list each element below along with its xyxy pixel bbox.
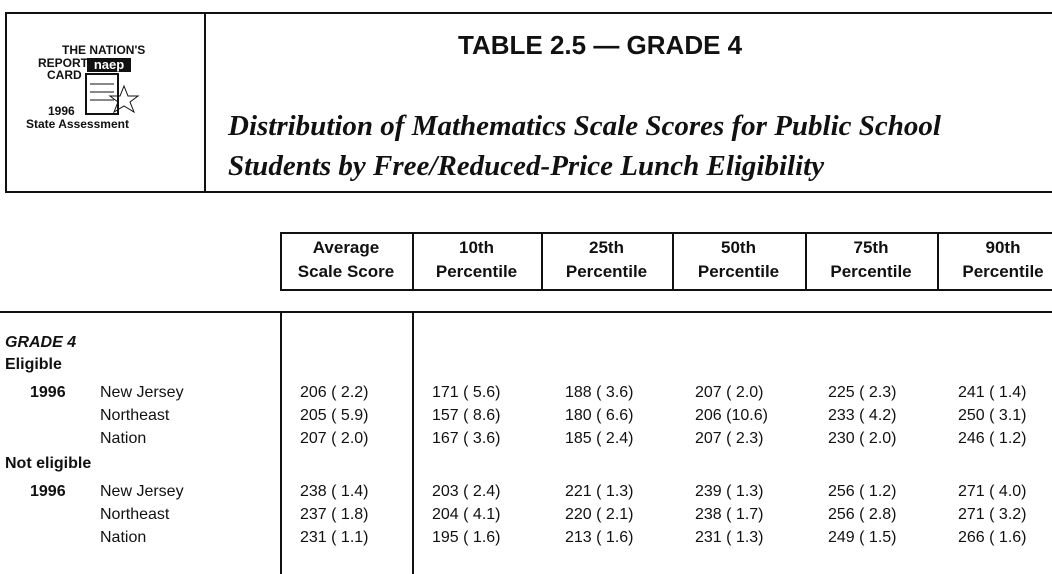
cell: 237 ( 1.8) xyxy=(300,506,369,523)
cell: 207 ( 2.0) xyxy=(300,430,369,447)
column-rule xyxy=(937,232,939,291)
cell: 225 ( 2.3) xyxy=(828,384,897,401)
column-rule xyxy=(280,232,282,291)
cell: 241 ( 1.4) xyxy=(958,384,1027,401)
column-rule xyxy=(672,232,674,291)
cell: 250 ( 3.1) xyxy=(958,407,1027,424)
column-header: Average xyxy=(312,238,380,257)
cell: 249 ( 1.5) xyxy=(828,529,897,546)
row-label: New Jersey xyxy=(100,483,184,500)
cell: 231 ( 1.1) xyxy=(300,529,369,546)
cell: 195 ( 1.6) xyxy=(432,529,501,546)
column-header: 10th xyxy=(459,238,494,257)
group-label: Not eligible xyxy=(5,455,92,472)
cell: 205 ( 5.9) xyxy=(300,407,369,424)
cell: 246 ( 1.2) xyxy=(958,430,1027,447)
cell: 230 ( 2.0) xyxy=(828,430,897,447)
cell: 185 ( 2.4) xyxy=(565,430,634,447)
cell: 206 ( 2.2) xyxy=(300,384,369,401)
logo-text: CARD xyxy=(47,68,82,82)
column-header: Percentile xyxy=(435,262,518,281)
column-rule xyxy=(541,232,543,291)
subtitle: Students by Free/Reduced-Price Lunch Eli… xyxy=(228,150,825,182)
column-rule xyxy=(805,232,807,291)
cell: 180 ( 6.6) xyxy=(565,407,634,424)
cell: 167 ( 3.6) xyxy=(432,430,501,447)
cell: 271 ( 4.0) xyxy=(958,483,1027,500)
logo-icon xyxy=(85,73,140,115)
cell: 204 ( 4.1) xyxy=(432,506,501,523)
column-header: Percentile xyxy=(962,262,1044,281)
header-top xyxy=(280,232,1052,234)
column-header: 90th xyxy=(985,238,1021,257)
logo-text: 1996 xyxy=(48,104,75,118)
section-label: GRADE 4 xyxy=(5,334,77,351)
cell: 238 ( 1.7) xyxy=(695,506,764,523)
cell: 213 ( 1.6) xyxy=(565,529,634,546)
body-divider xyxy=(412,311,414,574)
cell: 171 ( 5.6) xyxy=(432,384,501,401)
body-top xyxy=(0,311,1052,313)
cell: 231 ( 1.3) xyxy=(695,529,764,546)
logo-text: REPORT xyxy=(38,56,89,70)
cell: 239 ( 1.3) xyxy=(695,483,764,500)
box-left xyxy=(5,12,7,193)
row-year: 1996 xyxy=(30,483,66,500)
row-label: Nation xyxy=(100,529,147,546)
cell: 157 ( 8.6) xyxy=(432,407,501,424)
cell: 233 ( 4.2) xyxy=(828,407,897,424)
box-bottom xyxy=(5,191,1052,193)
row-label: Nation xyxy=(100,430,147,447)
cell: 188 ( 3.6) xyxy=(565,384,634,401)
header-bottom xyxy=(280,289,1052,291)
cell: 256 ( 2.8) xyxy=(828,506,897,523)
cell: 256 ( 1.2) xyxy=(828,483,897,500)
logo-mark: naep xyxy=(87,58,131,72)
cell: 266 ( 1.6) xyxy=(958,529,1027,546)
row-label: Northeast xyxy=(100,407,170,424)
logo-text: State Assessment xyxy=(26,117,129,131)
cell: 221 ( 1.3) xyxy=(565,483,634,500)
group-label: Eligible xyxy=(5,356,62,373)
cell: 271 ( 3.2) xyxy=(958,506,1027,523)
box-top xyxy=(5,12,1052,14)
cell: 238 ( 1.4) xyxy=(300,483,369,500)
column-header: Percentile xyxy=(830,262,912,281)
body-left xyxy=(280,311,282,574)
column-header: Scale Score xyxy=(297,262,395,281)
subtitle: Distribution of Mathematics Scale Scores… xyxy=(228,110,941,142)
cell: 203 ( 2.4) xyxy=(432,483,501,500)
cell: 207 ( 2.0) xyxy=(695,384,764,401)
column-header: 50th xyxy=(721,238,756,257)
cell: 220 ( 2.1) xyxy=(565,506,634,523)
row-label: New Jersey xyxy=(100,384,184,401)
row-label: Northeast xyxy=(100,506,170,523)
column-header: 25th xyxy=(589,238,624,257)
column-header: Percentile xyxy=(565,262,648,281)
logo-text: THE NATION'S xyxy=(62,43,146,57)
cell: 207 ( 2.3) xyxy=(695,430,764,447)
row-year: 1996 xyxy=(30,384,66,401)
box-divider xyxy=(204,12,206,193)
title: TABLE 2.5 — GRADE 4 xyxy=(458,30,743,60)
column-rule xyxy=(412,232,414,291)
cell: 206 (10.6) xyxy=(695,407,768,424)
column-header: Percentile xyxy=(697,262,780,281)
column-header: 75th xyxy=(853,238,889,257)
